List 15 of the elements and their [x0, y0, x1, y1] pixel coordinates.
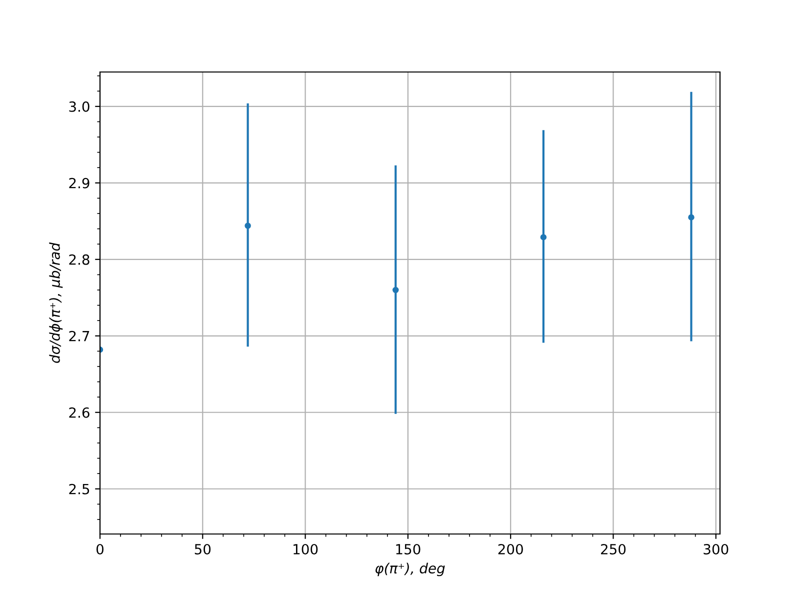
y-tick-label: 2.9 [69, 178, 90, 188]
x-tick-label: 50 [194, 544, 211, 554]
x-tick-label: 150 [396, 544, 420, 554]
x-axis-title: φ(π⁺), deg [376, 562, 445, 576]
y-axis-title: dσ/dϕ(π⁺), μb/rad [49, 242, 63, 363]
x-tick-label: 250 [601, 544, 626, 554]
x-tick-label: 200 [498, 544, 523, 554]
y-tick-label: 2.8 [69, 254, 90, 265]
y-tick-label: 2.7 [69, 330, 90, 342]
x-tick-label: 100 [294, 544, 318, 554]
x-tick-label: 300 [704, 544, 728, 554]
y-tick-label: 3.0 [69, 101, 90, 112]
y-tick-label: 2.5 [69, 484, 90, 494]
y-tick-label: 2.6 [69, 407, 90, 418]
x-tick-label: 0 [96, 544, 104, 554]
